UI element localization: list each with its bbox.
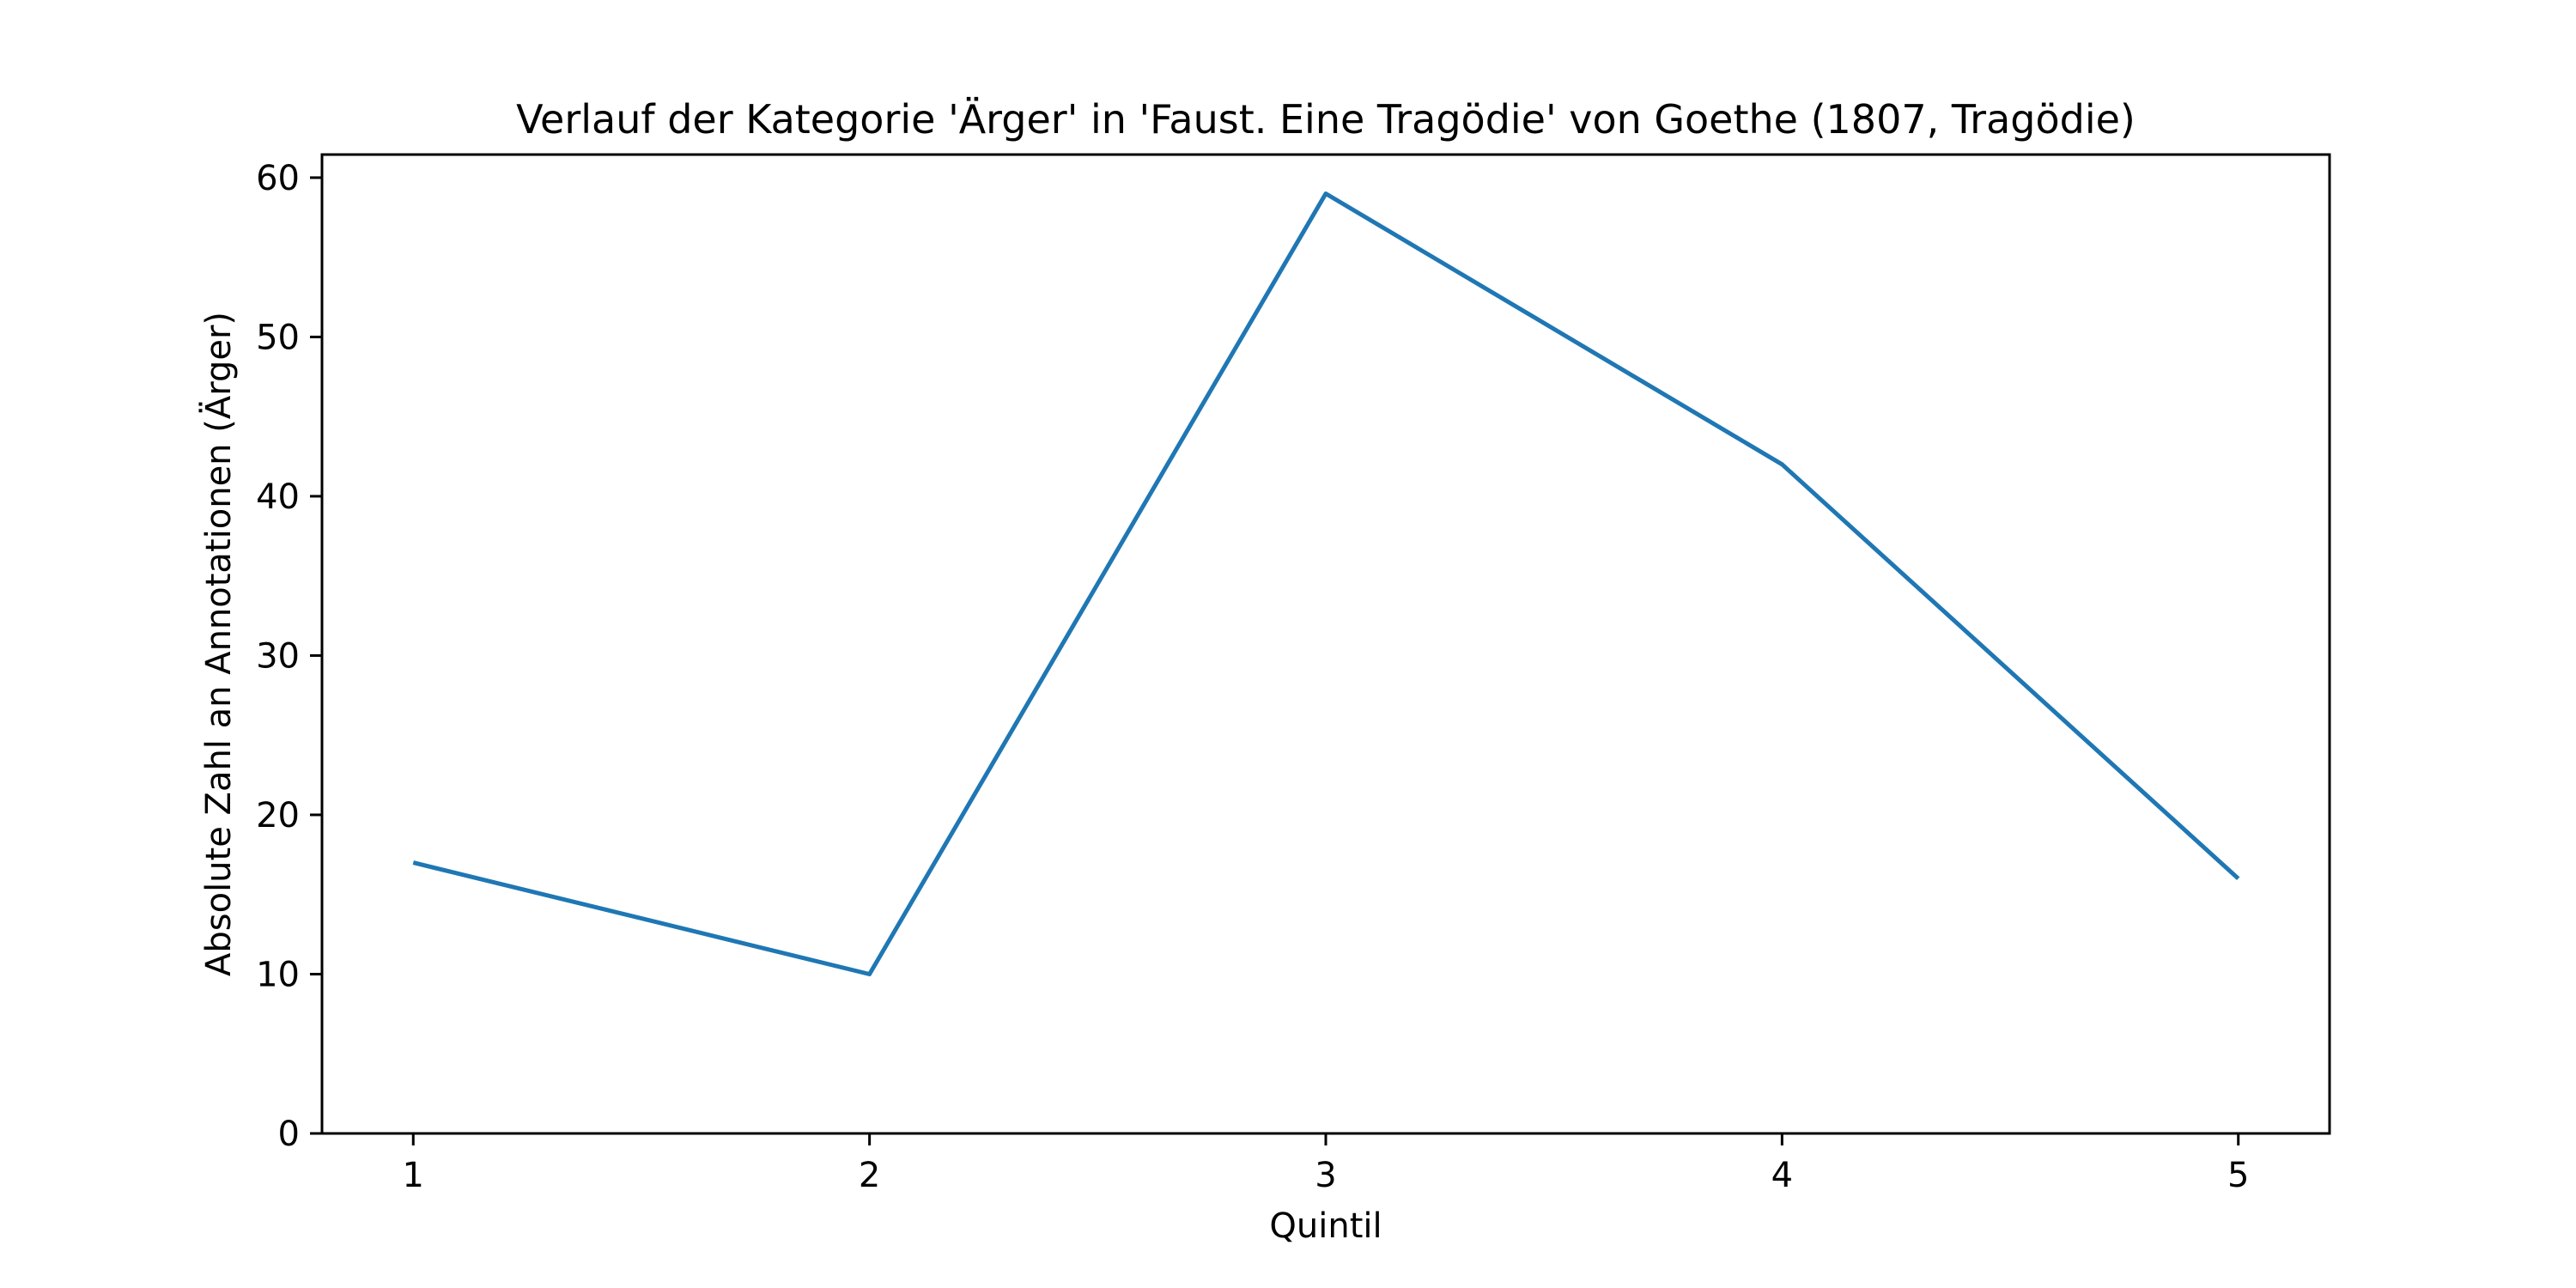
y-tick-label: 20 <box>256 796 300 835</box>
x-tick-label: 4 <box>1771 1156 1793 1195</box>
y-tick-label: 60 <box>256 159 300 198</box>
plot-area-frame <box>320 153 2331 1135</box>
x-tick-label: 1 <box>403 1156 424 1195</box>
y-axis-label: Absolute Zahl an Annotationen (Ärger) <box>197 312 239 976</box>
y-axis: 0 10 20 30 40 50 60 <box>256 159 322 1154</box>
x-axis: 1 2 3 4 5 <box>403 1133 2249 1195</box>
y-tick-label: 0 <box>278 1115 300 1154</box>
y-tick-label: 10 <box>256 955 300 994</box>
x-axis-label: Quintil <box>1269 1206 1382 1246</box>
x-tick-label: 2 <box>859 1156 880 1195</box>
chart-title: Verlauf der Kategorie 'Ärger' in 'Faust.… <box>516 96 2136 143</box>
x-tick-label: 3 <box>1315 1156 1336 1195</box>
y-tick-label: 40 <box>256 477 300 517</box>
series-line <box>412 191 2240 976</box>
x-tick-label: 5 <box>2227 1156 2249 1195</box>
y-tick-label: 50 <box>256 318 300 357</box>
y-tick-label: 30 <box>256 636 300 676</box>
